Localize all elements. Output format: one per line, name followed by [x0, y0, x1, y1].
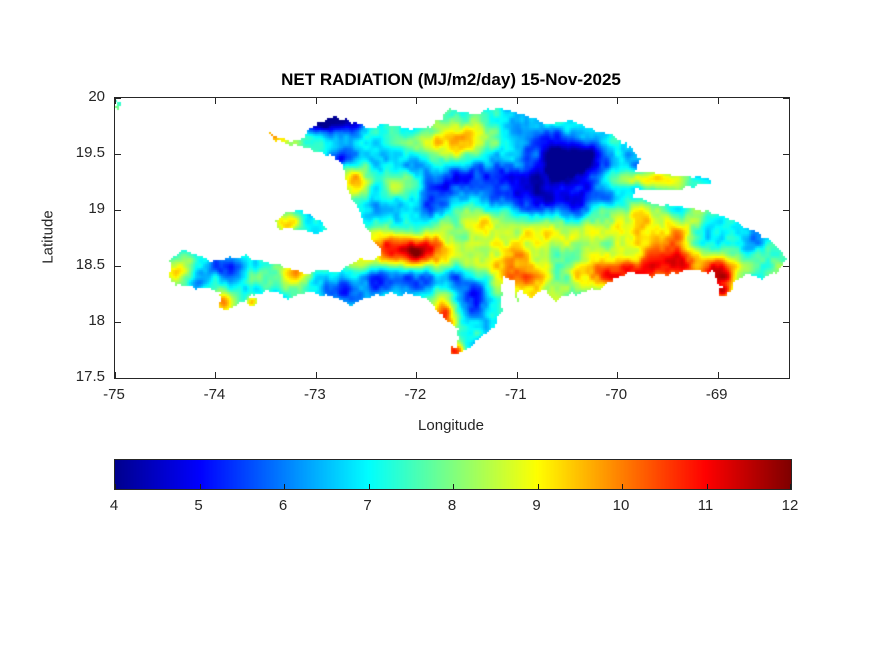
- colorbar-tick: [199, 484, 201, 489]
- y-axis-tick-right: [783, 154, 789, 155]
- colorbar-tick: [115, 484, 116, 489]
- x-axis-tick-top: [617, 98, 619, 104]
- net-radiation-map-canvas: [115, 98, 789, 378]
- colorbar-tick-label: 11: [697, 497, 714, 514]
- colorbar-tick: [453, 484, 454, 489]
- colorbar-tick-label: 12: [781, 497, 799, 514]
- x-axis-tick: [416, 372, 418, 378]
- colorbar-tick: [622, 484, 623, 489]
- x-axis-tick-top: [416, 98, 418, 104]
- y-tick-label: 19: [88, 200, 105, 217]
- x-axis-tick: [115, 372, 116, 378]
- x-axis-tick-top: [115, 98, 116, 104]
- y-tick-label: 17.5: [75, 368, 105, 385]
- colorbar-tick: [368, 484, 370, 489]
- y-axis-tick-right: [783, 378, 789, 379]
- x-tick-label: -71: [504, 386, 527, 403]
- colorbar-tick: [537, 484, 539, 489]
- figure-title: NET RADIATION (MJ/m2/day) 15-Nov-2025: [281, 70, 621, 89]
- x-axis-tick: [717, 372, 719, 378]
- x-tick-label: -72: [404, 386, 427, 403]
- y-axis-tick: [115, 210, 121, 211]
- colorbar-tick-label: 10: [612, 497, 630, 514]
- colorbar-tick-label: 7: [363, 497, 372, 514]
- colorbar-tick: [284, 484, 285, 489]
- x-axis-tick-top: [215, 98, 217, 104]
- y-axis-tick-right: [783, 322, 789, 323]
- y-tick-label: 20: [88, 88, 105, 105]
- x-tick-label: -74: [203, 386, 226, 403]
- x-axis-tick: [215, 372, 217, 378]
- x-tick-label: -69: [705, 386, 728, 403]
- x-tick-label: -75: [103, 386, 125, 403]
- y-tick-label: 18: [88, 312, 105, 329]
- y-tick-label: 18.5: [75, 256, 105, 273]
- x-tick-label: -73: [304, 386, 326, 403]
- colorbar-tick-label: 8: [447, 497, 457, 514]
- y-axis-tick-right: [783, 98, 789, 99]
- x-axis-tick-top: [315, 98, 317, 104]
- map-axes: [114, 97, 790, 379]
- y-tick-label: 19.5: [75, 144, 105, 161]
- y-axis-tick-right: [783, 210, 789, 211]
- y-axis-tick: [115, 98, 121, 99]
- x-axis-label: Longitude: [418, 417, 484, 434]
- colorbar-tick: [706, 484, 708, 489]
- colorbar: [114, 459, 792, 490]
- colorbar-tick-label: 4: [109, 497, 119, 514]
- y-axis-tick: [115, 154, 121, 155]
- x-axis-tick: [315, 372, 317, 378]
- y-axis-tick: [115, 266, 121, 267]
- x-axis-tick: [516, 372, 518, 378]
- x-axis-tick: [617, 372, 619, 378]
- colorbar-tick-label: 6: [278, 497, 288, 514]
- colorbar-tick: [790, 484, 791, 489]
- colorbar-tick-label: 9: [532, 497, 541, 514]
- y-axis-tick: [115, 322, 121, 323]
- x-tick-label: -70: [605, 386, 628, 403]
- x-axis-tick-top: [516, 98, 518, 104]
- y-axis-tick: [115, 378, 121, 379]
- y-axis-tick-right: [783, 266, 789, 267]
- x-axis-tick-top: [717, 98, 719, 104]
- colorbar-tick-label: 5: [194, 497, 203, 514]
